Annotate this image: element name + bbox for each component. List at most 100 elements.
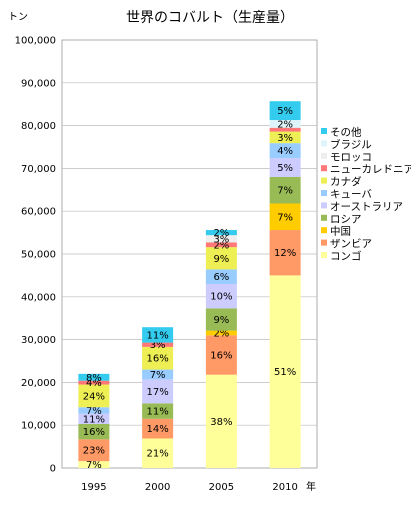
bar-data-label: 2% bbox=[213, 228, 229, 239]
bar-data-label: 8% bbox=[86, 373, 102, 384]
x-tick-label: 1995 bbox=[81, 482, 106, 493]
bar-data-label: 24% bbox=[83, 391, 105, 402]
bar-segment bbox=[205, 283, 237, 309]
legend-swatch bbox=[321, 190, 327, 196]
y-tick-label: 80,000 bbox=[21, 121, 56, 132]
bar-segment bbox=[269, 203, 301, 231]
bar-segment bbox=[205, 330, 237, 336]
bar-data-label: 7% bbox=[86, 406, 102, 417]
legend-label: キューバ bbox=[330, 189, 372, 201]
y-tick-label: 30,000 bbox=[21, 335, 56, 346]
bar-data-label: 2% bbox=[213, 328, 229, 339]
bar-data-label: 11% bbox=[147, 330, 169, 341]
bar-segment bbox=[78, 407, 110, 414]
y-tick-label: 10,000 bbox=[21, 421, 56, 432]
legend-label: ブラジル bbox=[330, 138, 372, 151]
bar-segment bbox=[205, 235, 237, 243]
bar-data-label: 3% bbox=[277, 133, 293, 144]
bar-data-label: 14% bbox=[147, 424, 169, 435]
bar-data-label: 7% bbox=[277, 212, 293, 223]
legend-swatch bbox=[321, 202, 327, 209]
bar-segment bbox=[205, 230, 237, 236]
bar-segment bbox=[269, 158, 301, 177]
bar-data-label: 16% bbox=[147, 354, 169, 365]
bar-data-label: 3% bbox=[213, 234, 229, 245]
bar-segment bbox=[269, 120, 301, 128]
bar-data-label: 7% bbox=[86, 460, 102, 471]
legend-label: ニューカレドニア bbox=[330, 164, 411, 176]
legend-swatch bbox=[321, 140, 327, 147]
x-tick-label: 2010 bbox=[272, 482, 297, 493]
bar-data-label: 51% bbox=[274, 367, 296, 378]
bar-segment bbox=[205, 335, 237, 375]
bar-data-label: 11% bbox=[83, 414, 105, 425]
y-axis-unit-label: トン bbox=[8, 12, 28, 23]
bar-segment bbox=[142, 379, 174, 404]
legend-swatch bbox=[321, 252, 327, 258]
legend-swatch bbox=[321, 239, 327, 246]
bar-data-label: 7% bbox=[277, 186, 293, 197]
legend-swatch bbox=[321, 152, 327, 159]
bar-data-label: 7% bbox=[150, 370, 166, 381]
bar-data-label: 17% bbox=[147, 387, 169, 398]
bar-data-label: 11% bbox=[147, 407, 169, 418]
y-tick-label: 100,000 bbox=[15, 36, 56, 47]
bar-segment bbox=[205, 308, 237, 331]
legend-swatch bbox=[321, 177, 327, 184]
bar-segment bbox=[78, 439, 110, 462]
bar-data-label: 2% bbox=[277, 119, 293, 130]
bar-segment bbox=[142, 438, 174, 468]
x-tick-label: 2005 bbox=[209, 482, 234, 493]
bar-data-label: 9% bbox=[213, 315, 229, 326]
bar-segment bbox=[142, 346, 174, 370]
y-tick-label: 60,000 bbox=[21, 207, 56, 218]
bar-data-label: 5% bbox=[277, 106, 293, 117]
bar-segment bbox=[269, 131, 301, 144]
y-tick-label: 90,000 bbox=[21, 78, 56, 89]
bar-segment bbox=[78, 384, 110, 408]
y-tick-label: 70,000 bbox=[21, 164, 56, 175]
legend-swatch bbox=[321, 214, 327, 221]
bar-data-label: 6% bbox=[213, 272, 229, 283]
y-tick-label: 20,000 bbox=[21, 378, 56, 389]
bar-data-label: 10% bbox=[210, 292, 232, 303]
legend-swatch bbox=[321, 128, 327, 134]
x-tick-label: 2000 bbox=[145, 482, 170, 493]
bar-data-label: 4% bbox=[277, 146, 293, 157]
y-tick-label: 0 bbox=[50, 464, 56, 475]
y-axis-ticks: 0 10,000 20,000 30,000 40,000 50,000 60,000 70,… bbox=[15, 36, 56, 475]
legend-label: コンゴ bbox=[330, 250, 362, 263]
chart-title: 世界のコバルト（生産量） bbox=[126, 10, 294, 26]
bar-data-label: 21% bbox=[147, 449, 169, 460]
legend-label: 中国 bbox=[330, 225, 351, 238]
bar-segment bbox=[142, 403, 174, 419]
legend-label: その他 bbox=[330, 126, 362, 139]
bar-data-label: 5% bbox=[277, 163, 293, 174]
bar-segment bbox=[142, 342, 174, 347]
legend: その他ブラジルモロッコニューカレドニアカナダキューバオーストラリアロシア中国ザン… bbox=[321, 126, 411, 263]
legend-swatch bbox=[321, 227, 327, 234]
bar-data-label: 9% bbox=[213, 254, 229, 265]
bar-segment bbox=[205, 374, 237, 468]
bar-data-label: 16% bbox=[210, 351, 232, 362]
bars: 7%23%16%11%7%24%4%8%21%14%11%17%7%16%3%1… bbox=[78, 101, 301, 471]
bar-segment bbox=[142, 327, 174, 343]
legend-label: ザンビア bbox=[330, 238, 372, 250]
x-axis-ticks: 1995 2000 2005 2010 bbox=[81, 482, 298, 493]
bar-segment bbox=[269, 101, 301, 121]
bar-segment bbox=[78, 380, 110, 385]
legend-label: オーストラリア bbox=[330, 201, 403, 213]
bar-segment bbox=[205, 269, 237, 284]
bar-segment bbox=[205, 242, 237, 248]
legend-swatch bbox=[321, 165, 327, 172]
bar-segment bbox=[269, 275, 301, 468]
legend-label: カナダ bbox=[330, 175, 362, 188]
bar-segment bbox=[78, 373, 110, 381]
bar-segment bbox=[269, 127, 301, 132]
bar-segment bbox=[269, 143, 301, 159]
bar-segment bbox=[269, 230, 301, 276]
x-axis-unit-label: 年 bbox=[306, 480, 316, 493]
bar-segment bbox=[205, 247, 237, 270]
bar-data-label: 16% bbox=[83, 427, 105, 438]
